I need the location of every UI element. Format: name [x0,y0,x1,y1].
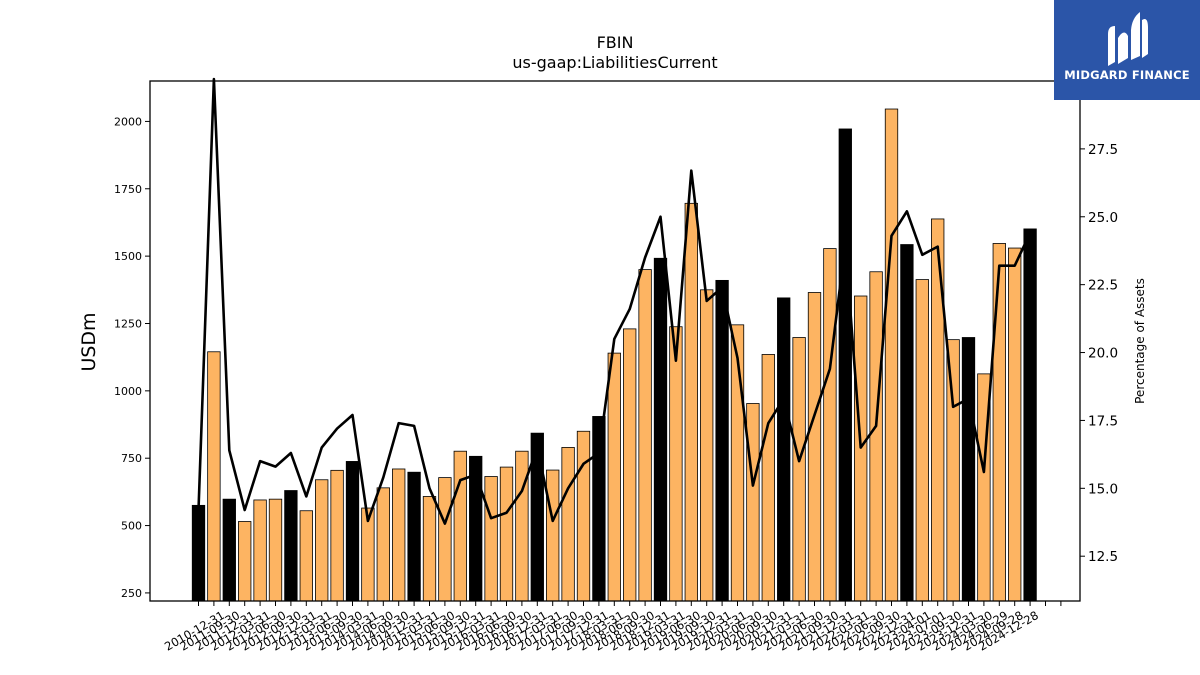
y-tick-label: 250 [121,587,142,600]
bar [392,468,406,602]
bar [823,248,837,602]
y-tick-label: 500 [121,520,142,533]
bar [315,479,329,602]
bar [653,257,668,602]
y2-tick-label: 15.0 [1088,481,1118,497]
bar [222,498,236,602]
midgard-logo-icon [1108,12,1148,66]
bar [992,243,1006,602]
y-tick-label: 1250 [114,317,142,330]
bar [900,244,914,602]
y2-tick-label: 12.5 [1088,549,1118,565]
bar [499,466,514,602]
logo-text: MIDGARD FINANCE [1064,68,1190,82]
bar [576,430,591,602]
bar [191,504,206,602]
bar [422,496,437,602]
bar [484,476,498,602]
y-tick-label: 1500 [114,250,142,263]
bar [684,202,698,602]
bar [761,354,775,602]
y2-tick-label: 20.0 [1088,346,1118,362]
chart-subtitle: us-gaap:LiabilitiesCurrent [512,53,717,72]
bar [207,351,221,602]
bar [915,279,929,602]
bar [607,352,621,602]
bar [669,326,683,602]
bar [884,108,899,602]
bar [700,289,714,602]
bar [330,469,344,602]
bar [715,279,729,602]
bar [299,510,313,602]
y2-tick-label: 25.0 [1088,210,1118,226]
bar [777,297,791,602]
bar [561,447,575,602]
bar [453,450,467,602]
bar [623,328,637,602]
bar [515,450,529,602]
bar [838,128,852,602]
bar [946,339,960,602]
y-tick-label: 2000 [114,115,142,128]
plot-frame [149,80,1081,602]
bar [746,403,760,602]
chart-title: FBIN [597,33,634,52]
bar [931,218,945,602]
y2-axis-label: Percentage of Assets [1133,278,1147,404]
bar [284,490,298,602]
bar [376,487,390,602]
percentage-line [197,77,1032,525]
y2-tick-label: 22.5 [1088,278,1118,294]
bar [253,499,267,602]
bar [1008,247,1022,602]
y-tick-label: 750 [121,452,142,465]
bar [438,477,452,602]
bar [961,337,976,602]
y2-tick-label: 27.5 [1088,142,1118,158]
bar [238,521,252,602]
bar [869,271,883,602]
bar [807,292,822,602]
bar [268,498,283,602]
bar [638,269,652,602]
y-tick-label: 1000 [114,385,142,398]
y-axis-label: USDm [78,312,100,371]
bar [792,337,806,602]
bar [407,471,421,602]
bar [345,461,360,602]
y-tick-label: 1750 [114,183,142,196]
y2-tick-label: 17.5 [1088,413,1118,429]
bar [546,469,560,602]
bar [1023,228,1037,602]
logo: MIDGARD FINANCE [1054,0,1200,100]
